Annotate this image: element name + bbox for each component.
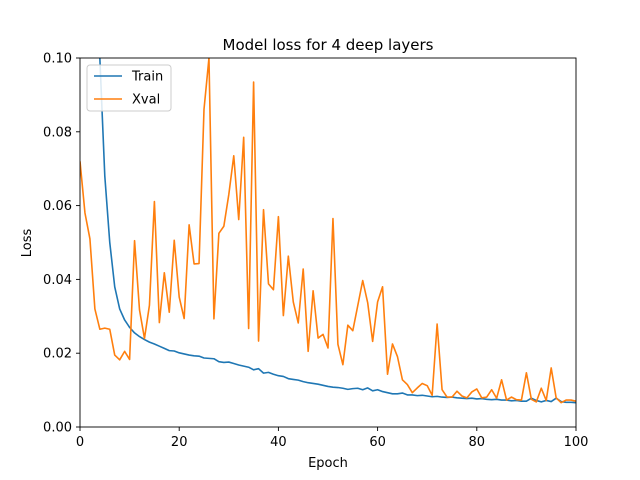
series-line-train	[99, 58, 576, 404]
x-tick-label: 60	[369, 435, 386, 450]
x-tick-label: 20	[171, 435, 188, 450]
y-tick-label: 0.02	[43, 347, 72, 362]
plot-area	[80, 58, 576, 404]
y-tick-label: 0.10	[43, 52, 72, 67]
x-tick-label: 80	[469, 435, 486, 450]
chart-title: Model loss for 4 deep layers	[223, 36, 434, 54]
x-tick-label: 0	[76, 435, 84, 450]
legend-label-train: Train	[131, 70, 163, 85]
axes: 0 20 40 60 80 100 0.00 0.02 0.04 0.06 0.08 0.10	[43, 52, 588, 451]
y-tick-label: 0.04	[43, 273, 72, 288]
y-tick-label: 0.06	[43, 199, 72, 214]
series-line-xval	[80, 58, 576, 404]
x-axis-title: Epoch	[308, 456, 348, 471]
x-tick-label: 40	[270, 435, 287, 450]
legend: Train Xval	[86, 64, 172, 112]
x-tick-label: 100	[564, 435, 589, 450]
y-tick-label: 0.00	[43, 421, 72, 436]
y-tick-label: 0.08	[43, 125, 72, 140]
legend-label-xval: Xval	[132, 93, 160, 108]
y-axis-title: Loss	[20, 229, 35, 258]
axes-frame	[79, 57, 577, 428]
